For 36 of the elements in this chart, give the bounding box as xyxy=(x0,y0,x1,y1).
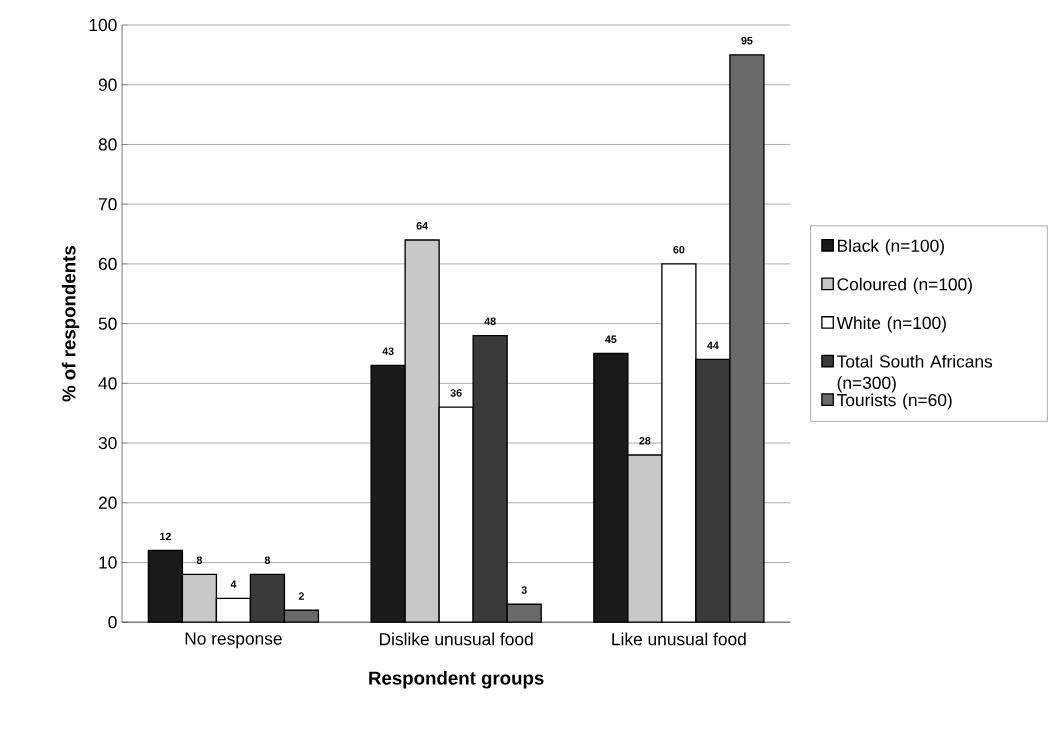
data-label: 95 xyxy=(741,37,753,45)
legend-label: Coloured (n=100) xyxy=(837,277,972,295)
data-label: 45 xyxy=(605,335,617,344)
y-tick-label: 60 xyxy=(98,257,117,271)
legend-label: Tourists (n=60) xyxy=(837,393,952,410)
y-tick-label: 40 xyxy=(98,377,117,390)
y-tick-label: 80 xyxy=(98,138,117,151)
data-label: 36 xyxy=(450,389,462,397)
y-tick-label: 10 xyxy=(99,556,117,569)
data-label: 12 xyxy=(160,532,171,541)
data-label: 3 xyxy=(521,586,527,595)
data-label: 48 xyxy=(484,317,496,326)
y-tick-label: 70 xyxy=(98,198,117,211)
y-tick-label: 100 xyxy=(89,19,117,32)
y-tick-label: 20 xyxy=(98,496,117,510)
data-label: 64 xyxy=(416,222,429,230)
data-label: 8 xyxy=(196,556,203,565)
x-tick-label: Like unusual food xyxy=(612,632,746,646)
y-axis-title: % of respondents xyxy=(61,246,80,402)
data-label: 2 xyxy=(298,592,304,601)
data-label: 8 xyxy=(264,556,271,565)
y-tick-label: 30 xyxy=(98,437,117,450)
data-label: 44 xyxy=(707,341,719,350)
legend-label: Black (n=100) xyxy=(838,239,944,256)
y-tick-label: 90 xyxy=(98,78,117,92)
data-label: 60 xyxy=(673,246,685,254)
x-axis-title: Respondent groups xyxy=(369,671,544,689)
data-label: 28 xyxy=(639,437,651,445)
data-label: 4 xyxy=(230,580,237,589)
y-tick-label: 0 xyxy=(108,616,117,629)
x-tick-label: Dislike unusual food xyxy=(379,632,533,646)
legend-label: White (n=100) xyxy=(836,316,946,333)
data-label: 43 xyxy=(382,347,394,356)
legend-label: Total South Africans (n=300) xyxy=(837,355,993,393)
y-tick-label: 50 xyxy=(98,317,117,330)
x-tick-label: No response xyxy=(185,632,282,649)
